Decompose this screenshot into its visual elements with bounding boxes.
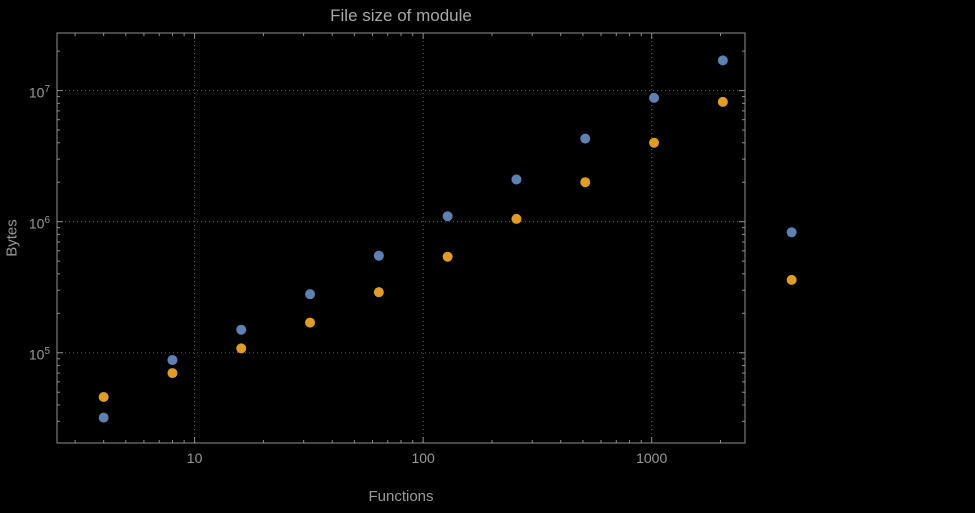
x-tick-label: 1000 <box>636 450 668 466</box>
data-point <box>236 343 247 354</box>
data-point <box>236 324 247 335</box>
x-axis-label: Functions <box>368 488 434 505</box>
data-point <box>511 174 522 185</box>
data-point <box>580 133 591 144</box>
chart-title: File size of module <box>330 6 472 25</box>
data-point <box>511 213 522 224</box>
data-point <box>442 251 453 262</box>
y-tick-label: 105 <box>28 345 50 363</box>
y-tick-label: 106 <box>28 214 50 232</box>
data-point <box>305 317 316 328</box>
data-point <box>786 274 797 285</box>
data-point <box>442 211 453 222</box>
data-point <box>717 96 728 107</box>
x-tick-label: 100 <box>411 450 435 466</box>
x-tick-label: 10 <box>186 450 203 466</box>
data-point <box>786 227 797 238</box>
data-point <box>98 391 109 402</box>
data-point <box>649 92 660 103</box>
plot-frame <box>56 32 746 444</box>
data-point <box>167 368 178 379</box>
data-point <box>373 287 384 298</box>
data-point <box>167 355 178 366</box>
data-point <box>98 412 109 423</box>
data-point <box>580 177 591 188</box>
data-point <box>649 137 660 148</box>
y-tick-label: 107 <box>28 83 50 101</box>
data-point <box>373 250 384 261</box>
data-point <box>305 289 316 300</box>
data-point <box>717 55 728 66</box>
